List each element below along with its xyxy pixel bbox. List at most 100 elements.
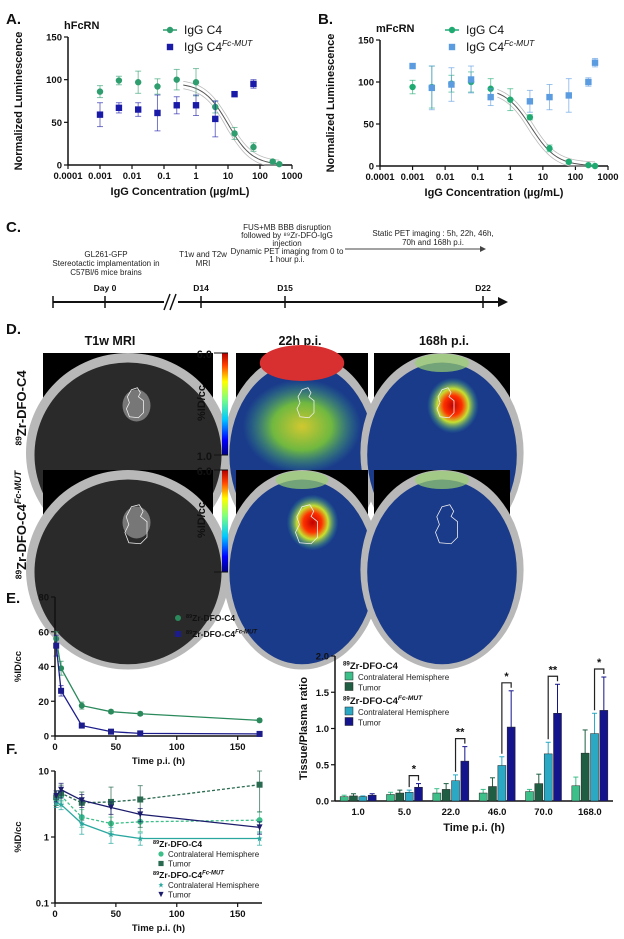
legend-label: Contralateral Hemisphere — [358, 673, 450, 682]
data-point — [134, 79, 142, 86]
data-point — [585, 161, 592, 169]
data-point — [137, 710, 144, 717]
data-point — [137, 730, 144, 737]
y-tick-label: 0.5 — [316, 760, 330, 771]
pet-image — [360, 470, 524, 670]
label-text: Zr-DFO-C4 — [192, 629, 235, 639]
label-text: IgG C4 — [184, 40, 222, 54]
confidence-band — [497, 88, 596, 163]
y-tick-label: 0 — [57, 161, 62, 172]
legend-marker — [158, 891, 164, 898]
data-point — [58, 786, 65, 793]
event-text: C57Bl/6 mice brains — [70, 268, 142, 277]
y-axis-label: Normalized Luminescence — [13, 32, 25, 171]
chart-b: 0 50 100 150 0.0001 0.001 0.01 0.1 1 10 100 1000 IgG… — [325, 23, 619, 199]
data-point — [428, 84, 436, 92]
legend-marker — [175, 615, 181, 621]
y-axis-label: %ID/cc — [13, 821, 24, 852]
static-pet-text: 70h and 168h p.i. — [402, 238, 464, 247]
significance-label: * — [597, 657, 602, 669]
y-tick-label: 50 — [363, 120, 374, 131]
series — [53, 631, 263, 724]
label-text: IgG C4 — [466, 40, 504, 54]
y-tick-label: 1.0 — [316, 724, 329, 735]
x-tick-label: 1000 — [597, 172, 618, 183]
bar — [543, 753, 553, 802]
bar — [339, 796, 349, 802]
legend-label: IgG C4Fc-MUT — [466, 38, 535, 54]
superscript: 89 — [153, 871, 159, 877]
x-axis-label: Time p.i. (h) — [132, 923, 185, 934]
data-point — [526, 98, 534, 105]
data-point — [591, 59, 599, 66]
x-tick-label: 22.0 — [442, 807, 461, 818]
legend-label: IgG C4Fc-MUT — [184, 38, 253, 54]
legend-marker — [158, 851, 164, 857]
superscript: 89 — [13, 436, 23, 446]
event-text: Stereotactic implamentation in — [52, 259, 159, 268]
series-line — [55, 802, 260, 840]
x-tick-label: 50 — [111, 909, 122, 920]
colorbar: 6.0 %ID/cc — [196, 466, 228, 573]
data-point — [448, 81, 455, 88]
y-tick-label: 60 — [38, 627, 49, 638]
x-tick-label: 100 — [567, 172, 583, 183]
event-text: MRI — [196, 259, 211, 268]
y-axis-label: Tissue/Plasma ratio — [298, 677, 310, 780]
legend-group-title: 89Zr-DFO-C4 — [343, 661, 399, 672]
data-point — [58, 687, 65, 694]
data-point — [487, 93, 494, 101]
data-point — [58, 665, 65, 672]
panel-label-d: D. — [6, 321, 21, 338]
colorbar-max: 6.0 — [197, 349, 212, 361]
day-label: D22 — [475, 283, 491, 293]
column-title-168h: 168h p.i. — [419, 334, 469, 348]
significance-label: ** — [549, 664, 558, 676]
axis-break-icon — [163, 293, 171, 311]
uptake-region — [414, 354, 470, 372]
series — [53, 798, 263, 846]
superscript: Fc-MUT — [398, 695, 423, 702]
colorbar-label: %ID/cc — [196, 385, 208, 421]
data-point — [108, 728, 115, 735]
x-tick-label: 0 — [52, 909, 57, 920]
series — [53, 782, 263, 835]
bar — [590, 733, 599, 802]
data-point — [591, 162, 599, 170]
bar — [432, 792, 442, 802]
colorbar: 6.0 1.0 %ID/cc — [196, 349, 228, 463]
data-point — [546, 145, 553, 152]
panel-label-e: E. — [6, 590, 20, 607]
column-title-mri: T1w MRI — [85, 334, 136, 348]
legend-swatch — [344, 671, 354, 681]
superscript: Fc-MUT — [202, 871, 225, 877]
chart-title: mFcRN — [376, 23, 415, 35]
y-axis-label: %ID/cc — [13, 651, 24, 682]
superscript: Fc-MUT — [235, 630, 258, 636]
label-text: Zr-DFO-C4 — [159, 839, 202, 849]
event-text: Dynamic PET imaging from 0 to — [231, 247, 344, 256]
data-point — [154, 83, 161, 90]
significance-label: * — [412, 764, 417, 776]
tumor-roi-outline — [296, 387, 315, 419]
y-tick-label: 100 — [46, 75, 62, 86]
legend-swatch — [344, 706, 354, 716]
x-tick-label: 0.0001 — [53, 171, 83, 182]
axis-break-icon — [169, 293, 177, 311]
x-tick-label: 0.01 — [436, 172, 455, 183]
x-tick-label: 100 — [169, 742, 185, 753]
event-text: followed by ⁸⁹Zr-DFO-IgG — [241, 231, 333, 240]
brain — [367, 479, 517, 665]
x-tick-label: 1 — [193, 171, 199, 182]
significance-bracket — [454, 738, 466, 772]
data-point — [585, 78, 592, 86]
data-point — [546, 93, 553, 101]
x-tick-label: 0.001 — [88, 171, 112, 182]
legend-swatch — [344, 682, 354, 691]
pet-image — [222, 470, 382, 670]
event-text: GL261-GFP — [84, 250, 127, 259]
x-tick-label: 5.0 — [398, 807, 411, 818]
y-tick-label: 0.0 — [316, 797, 329, 808]
day-label: D15 — [277, 283, 293, 293]
x-axis-label: Time p.i. (h) — [132, 756, 185, 767]
